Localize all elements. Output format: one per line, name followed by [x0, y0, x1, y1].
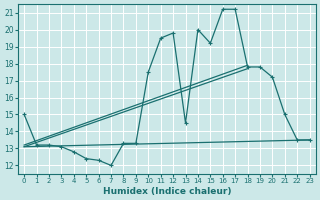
- X-axis label: Humidex (Indice chaleur): Humidex (Indice chaleur): [103, 187, 231, 196]
